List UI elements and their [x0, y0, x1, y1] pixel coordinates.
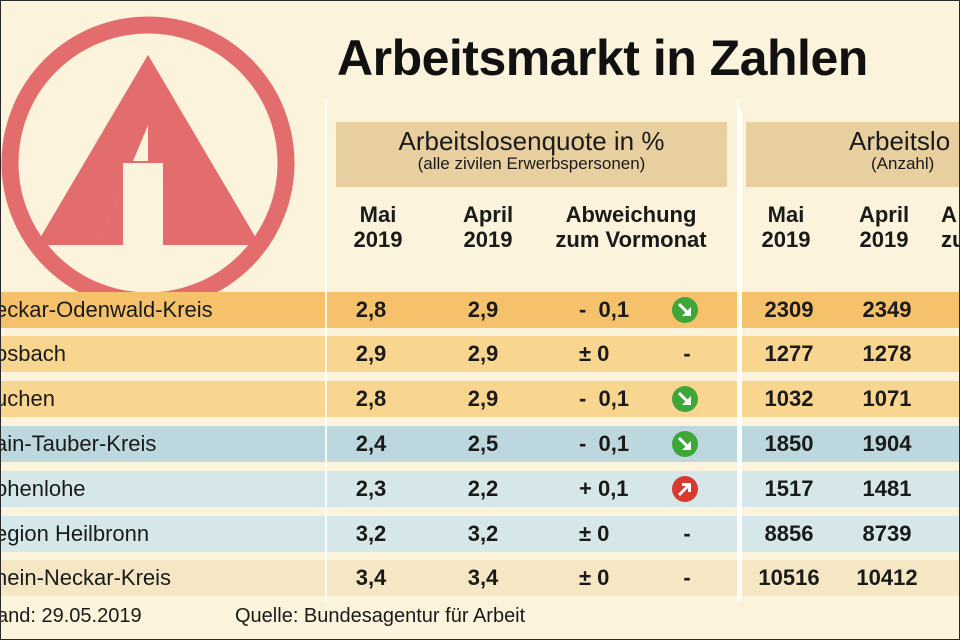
quote-change: ± 0: [579, 341, 610, 366]
group-header-quote: Arbeitslosenquote in % (alle zivilen Erw…: [336, 122, 727, 187]
quote-mai: 3,4: [355, 565, 387, 590]
region-name: uchen: [0, 386, 55, 411]
col-anzahl-mai: Mai 2019: [761, 202, 811, 252]
col-quote-change: Abweichung zum Vormonat: [555, 202, 707, 252]
col-anzahl-april: April 2019: [858, 202, 910, 252]
anzahl-april: 1481: [862, 476, 912, 501]
trend-symbol: -: [683, 341, 691, 366]
quote-mai: 2,9: [355, 341, 387, 366]
column-guide: [737, 99, 739, 601]
quote-april: 2,2: [467, 476, 499, 501]
quote-april: 2,9: [467, 341, 499, 366]
quote-change: ± 0: [579, 565, 610, 590]
group-title: Arbeitslosenquote in %: [398, 126, 665, 156]
quote-change: - 0,1: [579, 431, 630, 456]
anzahl-mai: 2309: [764, 297, 814, 322]
quote-change: - 0,1: [579, 297, 630, 322]
quote-april: 2,5: [467, 431, 499, 456]
table-row: ohenlohe 2,3 2,2 + 0,1 1517 1481: [1, 471, 959, 507]
anzahl-april: 1904: [862, 431, 912, 456]
trend-down-icon: [671, 296, 699, 324]
trend-symbol: -: [683, 521, 691, 546]
region-name: ohenlohe: [0, 476, 86, 501]
table-row: hein-Neckar-Kreis 3,4 3,4 ± 0 - 10516 10412: [1, 560, 959, 596]
footer-stand: and: 29.05.2019: [0, 605, 142, 627]
group-title: Arbeitslo: [849, 126, 951, 156]
anzahl-mai: 8856: [764, 521, 814, 546]
column-guide: [325, 99, 327, 601]
quote-april: 3,4: [467, 565, 499, 590]
anzahl-mai: 10516: [758, 565, 820, 590]
quote-change: + 0,1: [579, 476, 629, 501]
anzahl-april: 1278: [862, 341, 912, 366]
quote-april: 3,2: [467, 521, 499, 546]
region-name: hein-Neckar-Kreis: [0, 565, 172, 590]
col-quote-mai: Mai 2019: [353, 202, 403, 252]
anzahl-mai: 1277: [764, 341, 814, 366]
anzahl-april: 8739: [862, 521, 912, 546]
group-header-anzahl: Arbeitslo (Anzahl): [746, 122, 959, 187]
table-row: osbach 2,9 2,9 ± 0 - 1277 1278: [1, 336, 959, 372]
region-name: ain-Tauber-Kreis: [0, 431, 157, 456]
group-subtitle: (Anzahl): [871, 154, 935, 174]
anzahl-april: 2349: [862, 297, 912, 322]
quote-mai: 2,3: [355, 476, 387, 501]
table-row: eckar-Odenwald-Kreis 2,8 2,9 - 0,1 2309 2349: [1, 292, 959, 328]
anzahl-mai: 1850: [764, 431, 814, 456]
quote-mai: 2,8: [355, 297, 387, 322]
col-quote-april: April 2019: [462, 202, 514, 252]
anzahl-mai: 1032: [764, 386, 814, 411]
anzahl-april: 10412: [856, 565, 918, 590]
region-name: egion Heilbronn: [0, 521, 150, 546]
group-subtitle: (alle zivilen Erwerbspersonen): [417, 154, 646, 174]
table-row: uchen 2,8 2,9 - 0,1 1032 1071: [1, 381, 959, 417]
quote-mai: 3,2: [355, 521, 387, 546]
trend-up-icon: [671, 475, 699, 503]
trend-symbol: -: [683, 565, 691, 590]
region-name: eckar-Odenwald-Kreis: [0, 297, 213, 322]
agency-logo: [1, 16, 295, 310]
anzahl-mai: 1517: [764, 476, 814, 501]
quote-mai: 2,8: [355, 386, 387, 411]
quote-april: 2,9: [467, 386, 499, 411]
table-row: ain-Tauber-Kreis 2,4 2,5 - 0,1 1850 1904: [1, 426, 959, 462]
quote-april: 2,9: [467, 297, 499, 322]
col-anzahl-change: Azu: [941, 202, 959, 252]
region-name: osbach: [0, 341, 66, 366]
quote-change: - 0,1: [579, 386, 630, 411]
page-title: Arbeitsmarkt in Zahlen: [337, 30, 868, 86]
quote-change: ± 0: [579, 521, 610, 546]
table-row: egion Heilbronn 3,2 3,2 ± 0 - 8856 8739: [1, 516, 959, 552]
trend-down-icon: [671, 430, 699, 458]
trend-down-icon: [671, 385, 699, 413]
quote-mai: 2,4: [355, 431, 387, 456]
footer-quelle: Quelle: Bundesagentur für Arbeit: [235, 605, 526, 627]
anzahl-april: 1071: [862, 386, 912, 411]
column-separator: [739, 109, 742, 599]
